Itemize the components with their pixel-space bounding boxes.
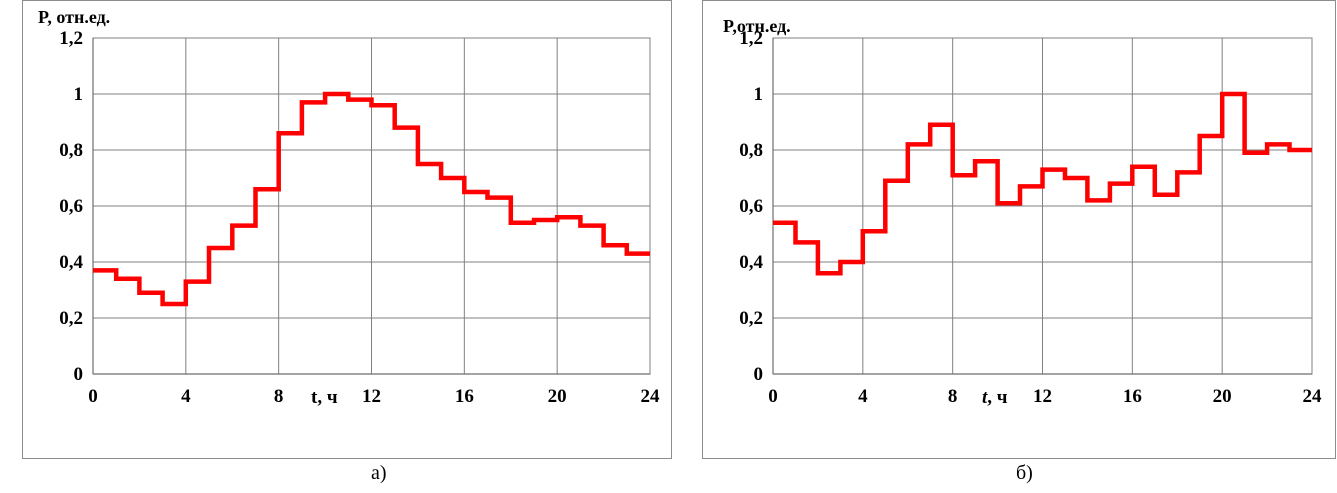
chart-a-y-tick-label: 0,2 (59, 308, 83, 329)
chart-panel-a: 0 0,2 0,4 0,6 0,8 1 1,2 0 4 8 12 16 20 24 P, отн.ед. t,… (22, 0, 672, 459)
chart-a-y-axis-label: P, отн.ед. (38, 7, 110, 27)
chart-a-caption: а) (371, 462, 387, 484)
chart-a-x-axis-label: t, ч (311, 387, 338, 408)
chart-b-y-tick-label: 0,2 (739, 308, 763, 329)
chart-b-x-tick-label: 16 (1123, 386, 1142, 407)
chart-a-y-tick-label: 0,6 (59, 196, 83, 217)
chart-b-x-tick-label: 20 (1213, 386, 1232, 407)
chart-b-x-tick-label: 24 (1303, 386, 1323, 407)
chart-b-y-tick-label: 1,2 (739, 28, 763, 49)
chart-b-y-tick-label: 1 (754, 84, 764, 105)
chart-a-x-tick-label: 8 (274, 386, 284, 407)
chart-b-y-tick-label: 0 (754, 364, 764, 385)
chart-b-x-tick-label: 8 (948, 386, 958, 407)
chart-b-y-tick-label: 0,6 (739, 196, 763, 217)
chart-b-x-tick-label: 0 (768, 386, 778, 407)
chart-a-x-tick-label: 24 (641, 386, 661, 407)
chart-b-y-tick-label: 0,8 (739, 140, 763, 161)
chart-a-x-tick-label: 4 (181, 386, 191, 407)
chart-a-x-tick-label: 16 (455, 386, 474, 407)
chart-a-series-line (93, 91, 650, 307)
chart-a-svg: 0 0,2 0,4 0,6 0,8 1 1,2 0 4 8 12 16 20 24 P, отн.ед. t,… (38, 7, 661, 408)
chart-a-y-tick-label: 1 (74, 84, 84, 105)
chart-a-y-tick-label: 1,2 (59, 28, 83, 49)
chart-b-y-tick-label: 0,4 (739, 252, 763, 273)
chart-a-y-tick-label: 0,4 (59, 252, 83, 273)
chart-b-x-axis-label: t, ч (982, 387, 1008, 408)
chart-b-series-line (773, 91, 1312, 276)
chart-a-y-tick-label: 0,8 (59, 140, 83, 161)
chart-b-caption: б) (1016, 462, 1033, 484)
chart-a-x-tick-label: 20 (548, 386, 567, 407)
chart-panel-b: 0 0,2 0,4 0,6 0,8 1 1,2 0 4 8 12 16 20 24 P,отн.ед. t, … (702, 0, 1336, 459)
chart-b-x-tick-label: 4 (858, 386, 868, 407)
chart-a-y-tick-label: 0 (74, 364, 84, 385)
chart-b-svg: 0 0,2 0,4 0,6 0,8 1 1,2 0 4 8 12 16 20 24 P,отн.ед. t, … (723, 16, 1323, 408)
chart-b-y-axis-label: P,отн.ед. (723, 16, 791, 36)
chart-a-x-tick-label: 12 (362, 386, 381, 407)
chart-a-x-tick-label: 0 (88, 386, 98, 407)
chart-b-x-tick-label: 12 (1033, 386, 1052, 407)
